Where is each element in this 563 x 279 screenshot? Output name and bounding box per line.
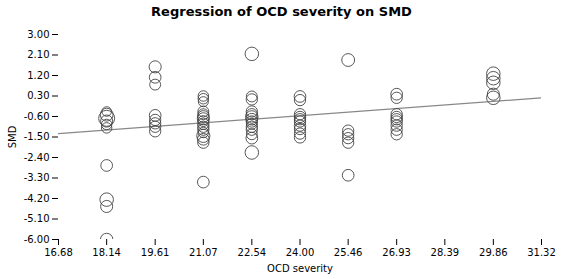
svg-text:OCD severity: OCD severity <box>267 263 333 274</box>
svg-text:3.00: 3.00 <box>27 29 49 40</box>
svg-text:-3.30: -3.30 <box>24 172 50 183</box>
svg-text:18.14: 18.14 <box>92 247 121 258</box>
svg-text:21.07: 21.07 <box>189 247 218 258</box>
svg-text:26.93: 26.93 <box>382 247 411 258</box>
svg-text:2.10: 2.10 <box>27 49 49 60</box>
svg-text:SMD: SMD <box>7 125 18 148</box>
svg-text:-1.50: -1.50 <box>24 131 50 142</box>
svg-text:1.20: 1.20 <box>27 70 49 81</box>
svg-text:0.30: 0.30 <box>27 90 49 101</box>
svg-text:22.54: 22.54 <box>238 247 267 258</box>
svg-text:-6.00: -6.00 <box>24 234 50 245</box>
svg-text:25.46: 25.46 <box>334 247 363 258</box>
svg-text:16.68: 16.68 <box>44 247 73 258</box>
svg-text:-2.40: -2.40 <box>24 152 50 163</box>
svg-text:-5.10: -5.10 <box>24 213 50 224</box>
svg-text:-4.20: -4.20 <box>24 193 50 204</box>
svg-text:28.39: 28.39 <box>431 247 460 258</box>
svg-text:31.32: 31.32 <box>527 247 556 258</box>
svg-text:19.61: 19.61 <box>141 247 170 258</box>
svg-text:-0.60: -0.60 <box>24 111 50 122</box>
svg-text:29.86: 29.86 <box>479 247 508 258</box>
html-text:Regression of OCD severity on: Regression of OCD severity on SMD <box>151 4 412 19</box>
svg-text:24.00: 24.00 <box>286 247 315 258</box>
